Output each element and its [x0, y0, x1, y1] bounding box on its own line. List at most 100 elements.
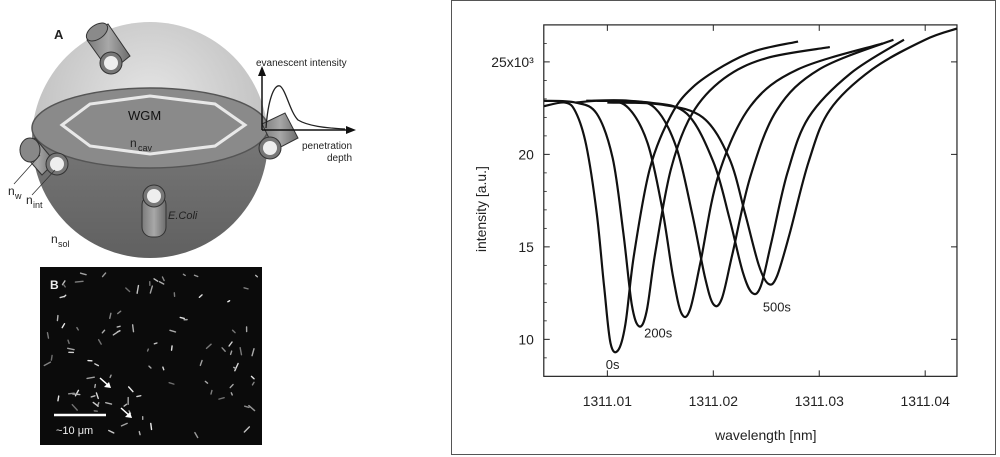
bacterium-speck — [109, 312, 112, 319]
x-tick-label: 1311.01 — [583, 393, 633, 409]
bacterium-speck — [179, 316, 185, 320]
y-tick-label: 25x10³ — [491, 54, 534, 70]
bacterium-speck — [199, 359, 203, 367]
bacterium-speck — [117, 310, 122, 315]
bacterium-speck — [158, 281, 165, 285]
svg-text:w: w — [14, 191, 22, 201]
bacterium-speck — [182, 273, 186, 277]
bacterium-speck — [255, 274, 259, 278]
bacterium-speck — [229, 383, 234, 389]
bacterium-speck — [94, 383, 97, 389]
bacterium-speck — [210, 389, 213, 395]
bacterium-speck — [230, 392, 233, 396]
evanescent-label: evanescent intensity — [256, 58, 347, 69]
bacterium-speck — [72, 393, 81, 396]
bacterium-speck — [218, 396, 225, 400]
bacterium-speck — [153, 278, 159, 282]
bacterium-speck — [125, 287, 131, 293]
bacterium-speck — [120, 422, 128, 427]
bacterium-ecoli — [141, 184, 167, 238]
scale-label: ~10 μm — [56, 425, 93, 437]
bacterium-speck — [61, 322, 66, 329]
bacterium-speck — [50, 354, 53, 361]
bacterium-speck — [233, 366, 237, 370]
e-coli-label: E.Coli — [168, 210, 198, 222]
time-annotation: 0s — [606, 357, 620, 372]
bacterium-speck — [123, 403, 128, 407]
time-annotation: 500s — [763, 300, 791, 315]
y-tick-label: 20 — [518, 146, 534, 162]
bacterium-speck — [198, 294, 203, 299]
panel-a-schematic: A WGM n cav E.Coli n w — [8, 22, 356, 258]
x-axis-label: wavelength [nm] — [714, 427, 816, 443]
svg-text:n: n — [8, 184, 15, 198]
bacterium-speck — [250, 375, 255, 380]
bacterium-speck — [251, 381, 255, 386]
bacterium-speck — [66, 347, 75, 351]
bacterium-speck — [101, 329, 106, 334]
penetration-label: penetration — [302, 141, 352, 152]
bacterium-speck — [234, 362, 239, 372]
bacterium-speck — [227, 300, 231, 303]
n-int-label: n int — [26, 169, 56, 210]
series-line-4 — [586, 38, 894, 308]
bacterium-speck — [79, 272, 87, 276]
bacterium-speck — [138, 430, 141, 436]
bacterium-speck — [67, 392, 75, 395]
bacterium-speck — [63, 294, 67, 298]
bacterium-speck — [136, 284, 140, 294]
wgm-mode-path — [59, 94, 248, 156]
bacterium-speck — [221, 347, 226, 352]
svg-text:sol: sol — [58, 239, 70, 249]
series-line-5 — [596, 38, 905, 296]
arrow-marker-1 — [99, 377, 111, 388]
bacterium-speck — [243, 426, 251, 433]
n-sol-label: n sol — [51, 232, 70, 249]
plot-area — [543, 24, 958, 377]
wgm-label: WGM — [128, 108, 161, 123]
bacterium-speck — [95, 392, 99, 400]
svg-text:n: n — [51, 232, 58, 246]
bacterium-speck — [168, 382, 175, 385]
bacterium-speck — [148, 365, 152, 369]
bacterium-speck — [108, 429, 115, 434]
bacterium-speck — [127, 386, 134, 393]
bacterium-speck — [161, 276, 165, 282]
bacterium-edge — [19, 137, 41, 163]
bacterium-speck — [76, 326, 79, 331]
bacterium-speck — [74, 280, 84, 283]
bacterium-right — [258, 112, 299, 160]
bacterium-speck — [86, 376, 95, 380]
bacteria-speckles — [43, 272, 259, 439]
bacterium-speck — [43, 361, 52, 367]
n-w-label: n w — [8, 154, 41, 201]
bacterium-speck — [169, 329, 177, 333]
bacterium-speck — [116, 325, 121, 328]
series-line-2 — [543, 46, 831, 328]
svg-text:int: int — [33, 200, 43, 210]
bacterium-speck — [94, 363, 100, 367]
svg-text:cav: cav — [138, 143, 153, 153]
bacterium-speck — [136, 394, 142, 398]
bacterium-speck — [229, 350, 233, 356]
bacterium-speck — [239, 346, 243, 356]
bacterium-speck — [149, 285, 154, 294]
plot-frame — [543, 24, 958, 377]
y-tick-label: 15 — [518, 239, 534, 255]
bacterium-speck — [57, 395, 60, 402]
panel-b-micrograph: B ~10 μm — [40, 267, 262, 445]
y-axis-label: intensity [a.u.] — [473, 166, 489, 252]
bacterium-speck — [251, 348, 255, 357]
bacterium-speck — [105, 401, 113, 405]
bacterium-speck — [205, 343, 212, 350]
series-line-3 — [575, 42, 884, 319]
panel-a-letter: A — [54, 27, 64, 42]
bacterium-speck — [162, 366, 165, 371]
bacterium-speck — [170, 345, 173, 351]
bacterium-speck — [109, 374, 112, 379]
series-lines — [543, 27, 957, 354]
axis-ticks: 1311.01 1311.02 1311.03 1311.04 10 15 20 25x10³ — [491, 24, 957, 409]
arrow-marker-2 — [120, 407, 132, 418]
n-cav-label: n cav — [130, 136, 153, 153]
bacterium-speck — [92, 401, 99, 407]
